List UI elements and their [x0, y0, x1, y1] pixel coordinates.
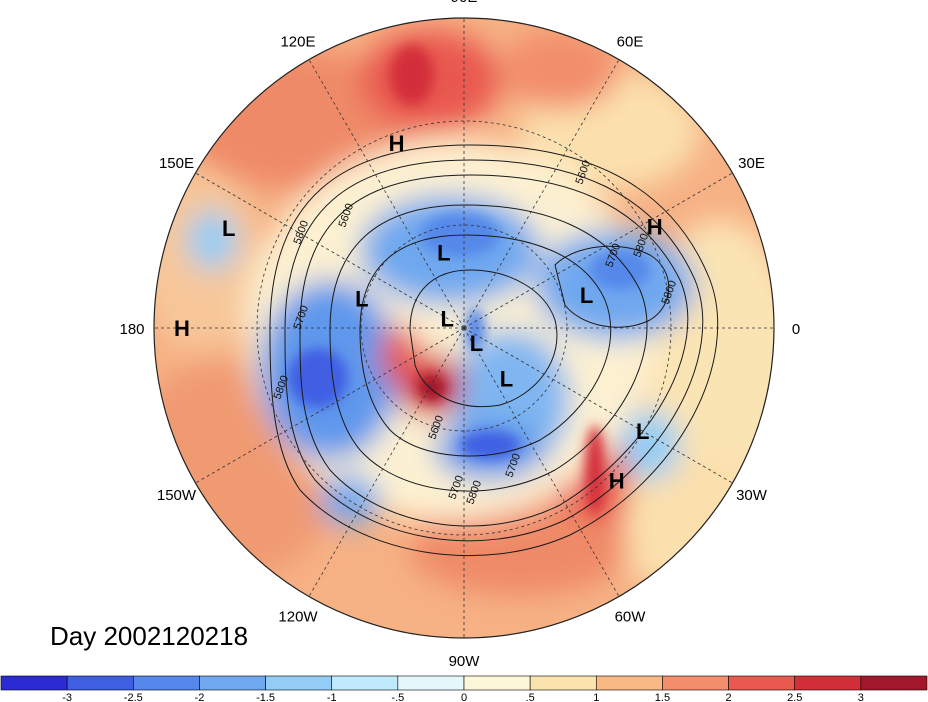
- colorbar: -3 -2.5 -2 -1.5 -1 -.5 0 .5 1 1.5 2 2.5 3: [0, 675, 928, 702]
- colorbar-swatch: [463, 675, 531, 691]
- colorbar-tick-label: -1.5: [256, 692, 275, 702]
- colorbar-swatch: [0, 675, 68, 691]
- lon-0-label: 0: [792, 321, 800, 338]
- high-pressure-marker: H: [174, 316, 190, 341]
- low-pressure-marker: L: [437, 241, 450, 266]
- high-pressure-marker: H: [647, 215, 663, 240]
- lon-150e-label: 150E: [159, 155, 194, 172]
- meridian-line: [463, 59, 620, 329]
- colorbar-tick-label: -2: [195, 692, 205, 702]
- colorbar-tick-label: -1: [327, 692, 337, 702]
- colorbar-swatch: [331, 675, 399, 691]
- colorbar-tick-label: -.5: [391, 692, 404, 702]
- colorbar-swatch: [529, 675, 597, 691]
- colorbar-tick-label: -3: [62, 692, 72, 702]
- colorbar-swatch: [397, 675, 465, 691]
- lon-60w-label: 60W: [615, 609, 647, 626]
- colorbar-swatch: [265, 675, 333, 691]
- anomaly-field: [154, 18, 774, 638]
- colorbar-swatch: [860, 675, 928, 691]
- meridian-line: [463, 327, 620, 597]
- low-pressure-marker: L: [580, 283, 593, 308]
- low-pressure-marker: L: [222, 216, 235, 241]
- meridian-line: [195, 327, 465, 484]
- graticule: [153, 17, 775, 639]
- lon-150w-label: 150W: [157, 487, 197, 504]
- longitude-labels: 90E 60E 30E 0 30W 60W 90W 120W 150W 180 150E 120E: [119, 0, 800, 670]
- meridian-line: [308, 59, 465, 329]
- low-pressure-marker: L: [500, 367, 513, 392]
- colorbar-tick-label: .5: [526, 692, 535, 702]
- high-pressure-marker: H: [389, 131, 405, 156]
- lon-120e-label: 120E: [280, 33, 315, 50]
- low-pressure-marker: L: [355, 287, 368, 312]
- colorbar-tick-label: 1: [593, 692, 599, 702]
- colorbar-tick-label: -2.5: [124, 692, 143, 702]
- low-pressure-marker: L: [441, 306, 454, 331]
- meridian-line: [195, 172, 465, 329]
- colorbar-swatch: [662, 675, 729, 691]
- map-title: Day 2002120218: [50, 621, 248, 651]
- lon-180-label: 180: [119, 321, 144, 338]
- high-pressure-marker: H: [609, 469, 625, 494]
- colorbar-swatch: [728, 675, 796, 691]
- colorbar-tick-label: 3: [858, 692, 864, 702]
- lon-30w-label: 30W: [736, 487, 768, 504]
- meridian-line: [308, 327, 465, 597]
- low-pressure-marker: L: [470, 331, 483, 356]
- colorbar-swatch: [595, 675, 663, 691]
- low-pressure-marker: L: [636, 419, 649, 444]
- height-contours: [269, 144, 719, 557]
- lon-30e-label: 30E: [738, 155, 765, 172]
- meridian-line: [463, 172, 733, 329]
- lon-60e-label: 60E: [617, 33, 644, 50]
- lon-90e-label: 90E: [451, 0, 478, 6]
- lon-90w-label: 90W: [449, 653, 481, 670]
- lon-120w-label: 120W: [278, 609, 318, 626]
- meridian-line: [463, 327, 733, 484]
- colorbar-swatch: [132, 675, 200, 691]
- colorbar-swatch: [66, 675, 134, 691]
- colorbar-tick-label: 2: [726, 692, 732, 702]
- colorbar-swatch: [199, 675, 266, 691]
- colorbar-swatch: [794, 675, 862, 691]
- colorbar-tick-label: 1.5: [655, 692, 670, 702]
- colorbar-tick-label: 0: [461, 692, 467, 702]
- colorbar-tick-label: 2.5: [787, 692, 802, 702]
